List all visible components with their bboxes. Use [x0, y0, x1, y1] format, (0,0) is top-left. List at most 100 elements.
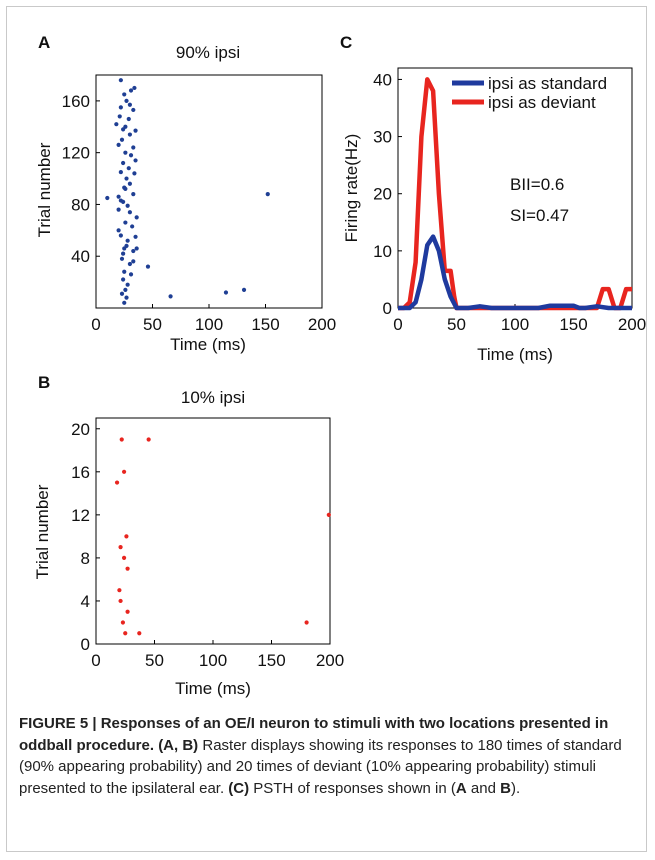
- spike-point: [118, 545, 123, 550]
- panel-c-x-ticks: 0 50 100 150 200: [393, 304, 646, 334]
- spike-point: [121, 469, 127, 474]
- panel-c-y-axis-label: Firing rate(Hz): [342, 134, 361, 243]
- panel-a-y-ticks: 40 80 120 160: [62, 92, 100, 266]
- panel-b-y-axis-label: Trial number: [33, 484, 52, 579]
- spike-point: [126, 116, 131, 122]
- panel-b-points: [114, 437, 331, 636]
- x-tick-label: 150: [251, 315, 279, 334]
- spike-point: [127, 181, 132, 186]
- spike-point: [134, 215, 139, 220]
- x-tick-label: 50: [145, 651, 164, 670]
- x-tick-label: 0: [393, 315, 402, 334]
- x-tick-label: 150: [257, 651, 285, 670]
- spike-point: [133, 234, 138, 239]
- caption-ref-ab: (A, B): [158, 736, 199, 754]
- y-tick-label: 40: [373, 70, 392, 89]
- panel-b-x-axis-label: Time (ms): [175, 679, 251, 698]
- caption-ref-b: B: [500, 779, 511, 797]
- y-tick-label: 8: [81, 549, 90, 568]
- annotation-si: SI=0.47: [510, 206, 569, 225]
- panel-b-raster: 10% ipsi 0 50 100 150 200 0 4 8 12 16 20 Time (ms…: [33, 388, 344, 698]
- panel-b-y-ticks: 0 4 8 12 16 20: [71, 420, 100, 654]
- caption-text-1: Raster displays showing its responses to…: [19, 736, 622, 797]
- spike-point: [118, 78, 123, 83]
- y-tick-label: 12: [71, 506, 90, 525]
- y-tick-label: 160: [62, 92, 90, 111]
- annotation-bii: BII=0.6: [510, 175, 564, 194]
- spike-point: [124, 534, 129, 539]
- spike-point: [123, 631, 128, 636]
- caption-ref-a: A: [455, 779, 467, 797]
- spike-point: [117, 114, 122, 119]
- x-tick-label: 100: [199, 651, 227, 670]
- spike-point: [121, 160, 126, 166]
- spike-point: [127, 102, 132, 107]
- y-tick-label: 120: [62, 144, 90, 163]
- spike-point: [122, 300, 127, 305]
- spike-point: [122, 246, 127, 251]
- spike-point: [124, 295, 129, 300]
- spike-point: [241, 287, 247, 292]
- spike-point: [128, 272, 134, 277]
- y-tick-label: 40: [71, 247, 90, 266]
- figure-frame: [6, 6, 647, 852]
- spike-point: [326, 512, 331, 517]
- spike-point: [125, 282, 130, 287]
- spike-point: [116, 194, 121, 199]
- y-tick-label: 0: [383, 299, 392, 318]
- spike-point: [125, 609, 130, 614]
- panel-c-y-ticks: 0 10 20 30 40: [373, 70, 402, 318]
- spike-point: [116, 228, 121, 233]
- spike-point: [123, 150, 128, 155]
- spike-point: [304, 620, 309, 625]
- y-tick-label: 20: [373, 185, 392, 204]
- caption-text-2: PSTH of responses shown in (: [249, 779, 456, 797]
- spike-point: [131, 145, 136, 150]
- spike-point: [265, 191, 270, 197]
- panel-a-y-axis-label: Trial number: [35, 142, 54, 237]
- spike-point: [132, 85, 137, 91]
- spike-point: [120, 620, 126, 625]
- x-tick-label: 50: [143, 315, 162, 334]
- spike-point: [128, 153, 134, 158]
- y-tick-label: 16: [71, 463, 90, 482]
- x-tick-label: 100: [501, 315, 529, 334]
- panel-b-plot-area: [95, 417, 331, 645]
- spike-point: [133, 128, 138, 133]
- x-tick-label: 50: [447, 315, 466, 334]
- spike-point: [125, 203, 130, 208]
- spike-point: [105, 195, 110, 201]
- spike-point: [134, 246, 139, 251]
- x-tick-label: 0: [91, 315, 100, 334]
- y-tick-label: 10: [373, 242, 392, 261]
- spike-point: [131, 259, 136, 264]
- spike-point: [121, 199, 126, 204]
- spike-point: [123, 186, 128, 192]
- spike-point: [123, 220, 128, 225]
- panel-a-x-axis-label: Time (ms): [170, 335, 246, 354]
- spike-point: [137, 631, 142, 636]
- caption-ref-c: (C): [228, 779, 250, 797]
- panel-a-points: [105, 78, 270, 305]
- spike-point: [127, 261, 132, 267]
- panel-label-b: B: [38, 373, 50, 392]
- spike-point: [118, 598, 123, 604]
- x-tick-label: 0: [91, 651, 100, 670]
- y-tick-label: 0: [81, 635, 90, 654]
- spike-point: [114, 480, 120, 485]
- panel-a-x-ticks: 0 50 100 150 200: [91, 304, 336, 334]
- spike-point: [131, 107, 136, 113]
- y-tick-label: 4: [81, 592, 90, 611]
- spike-point: [131, 191, 136, 197]
- y-tick-label: 20: [71, 420, 90, 439]
- figure-caption: FIGURE 5 | Responses of an OE/I neuron t…: [19, 713, 639, 799]
- x-tick-label: 200: [618, 315, 646, 334]
- spike-point: [168, 294, 173, 299]
- spike-point: [128, 88, 134, 93]
- spike-point: [118, 233, 123, 238]
- y-tick-label: 30: [373, 128, 392, 147]
- spike-point: [133, 158, 138, 163]
- spike-point: [145, 264, 151, 269]
- spike-point: [126, 166, 131, 171]
